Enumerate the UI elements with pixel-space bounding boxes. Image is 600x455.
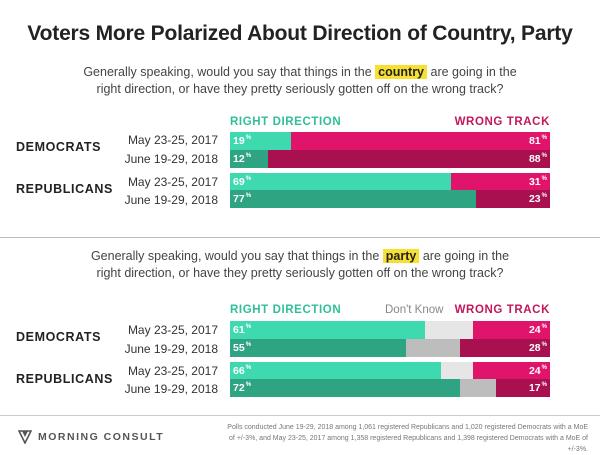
bar-segment-dont-know (406, 339, 461, 357)
bar-segment-wrong: 28% (460, 339, 550, 357)
bar-segment-dont-know (460, 379, 496, 397)
chart-title: Voters More Polarized About Direction of… (27, 22, 573, 45)
bar-segment-right: 12% (230, 150, 269, 168)
question-text: right direction, or have they pretty ser… (96, 82, 504, 96)
row-label: May 23-25, 2017 (127, 175, 218, 189)
row-label: May 23-25, 2017 (127, 133, 218, 147)
footer-divider (0, 415, 600, 416)
legend-right-direction: RIGHT DIRECTION (230, 116, 342, 128)
bar-segment-wrong: 81% (290, 132, 550, 150)
bar-segment-wrong: 24% (473, 321, 550, 339)
row-label: May 23-25, 2017 (127, 364, 218, 378)
bar-republicans-2017: 66% 24% (230, 362, 550, 380)
bar-segment-right: 69% (230, 173, 451, 191)
bar-segment-wrong: 24% (473, 362, 550, 380)
footnote: Polls conducted June 19-29, 2018 among 1… (227, 424, 588, 453)
question-text: Generally speaking, would you say that t… (83, 65, 372, 79)
data-label-wrong: 88% (528, 153, 547, 165)
data-label-wrong: 24% (528, 365, 547, 377)
data-label-right: 72% (233, 382, 252, 394)
bar-segment-right: 77% (230, 190, 477, 208)
question-country: Generally speaking, would you say that t… (80, 64, 520, 98)
bar-democrats-2018: 12% 88% (230, 150, 550, 168)
data-label-right: 77% (233, 193, 252, 205)
bar-segment-dont-know (441, 362, 474, 380)
bar-segment-right: 19% (230, 132, 291, 150)
row-label: May 23-25, 2017 (127, 323, 218, 337)
legend-right-direction: RIGHT DIRECTION (230, 304, 342, 316)
data-label-wrong: 28% (528, 342, 547, 354)
question-text: Generally speaking, would you say that t… (90, 249, 380, 263)
data-label-right: 66% (233, 365, 252, 377)
brand-name: MORNING CONSULT (38, 431, 165, 443)
legend-wrong-track: WRONG TRACK (454, 304, 550, 316)
group-label-republicans: REPUBLICANS (16, 182, 113, 196)
section-divider (0, 237, 600, 238)
group-label-republicans: REPUBLICANS (16, 372, 113, 386)
question-party: Generally speaking, would you say that t… (80, 248, 520, 282)
data-label-right: 12% (233, 153, 252, 165)
row-label: June 19-29, 2018 (124, 152, 218, 166)
data-label-right: 19% (233, 135, 252, 147)
bar-democrats-2017: 61% 24% (230, 321, 550, 339)
question-highlight: party (382, 249, 420, 263)
bar-segment-wrong: 17% (495, 379, 550, 397)
bar-segment-right: 61% (230, 321, 426, 339)
data-label-wrong: 17% (528, 382, 547, 394)
data-label-right: 61% (233, 324, 252, 336)
row-label: June 19-29, 2018 (124, 193, 218, 207)
question-highlight: country (375, 65, 428, 79)
group-label-democrats: DEMOCRATS (16, 140, 102, 154)
bar-republicans-2018: 72% 17% (230, 379, 550, 397)
data-label-wrong: 81% (528, 135, 547, 147)
bar-segment-wrong: 31% (450, 173, 550, 191)
legend-dont-know: Don't Know (385, 304, 444, 316)
bar-republicans-2017: 69% 31% (230, 173, 550, 191)
bar-republicans-2018: 77% 23% (230, 190, 550, 208)
row-label: June 19-29, 2018 (124, 342, 218, 356)
question-text: right direction, or have they pretty ser… (96, 266, 504, 280)
data-label-right: 55% (233, 342, 252, 354)
brand-logo: MORNING CONSULT (18, 430, 164, 444)
bar-segment-wrong: 88% (268, 150, 550, 168)
bar-democrats-2018: 55% 28% (230, 339, 550, 357)
data-label-wrong: 24% (528, 324, 547, 336)
group-label-democrats: DEMOCRATS (16, 330, 102, 344)
legend-wrong-track: WRONG TRACK (454, 116, 550, 128)
morning-consult-logo-icon (18, 430, 32, 444)
data-label-right: 69% (233, 176, 252, 188)
row-label: June 19-29, 2018 (124, 382, 218, 396)
bar-segment-right: 55% (230, 339, 406, 357)
question-text: are going in the (422, 249, 510, 263)
bar-segment-right: 72% (230, 379, 461, 397)
question-text: are going in the (430, 65, 517, 79)
bar-segment-wrong: 23% (476, 190, 550, 208)
data-label-wrong: 31% (528, 176, 547, 188)
bar-segment-right: 66% (230, 362, 442, 380)
data-label-wrong: 23% (528, 193, 547, 205)
bar-segment-dont-know (425, 321, 474, 339)
bar-democrats-2017: 19% 81% (230, 132, 550, 150)
